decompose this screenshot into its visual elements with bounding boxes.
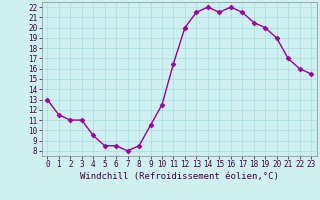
X-axis label: Windchill (Refroidissement éolien,°C): Windchill (Refroidissement éolien,°C) (80, 172, 279, 181)
